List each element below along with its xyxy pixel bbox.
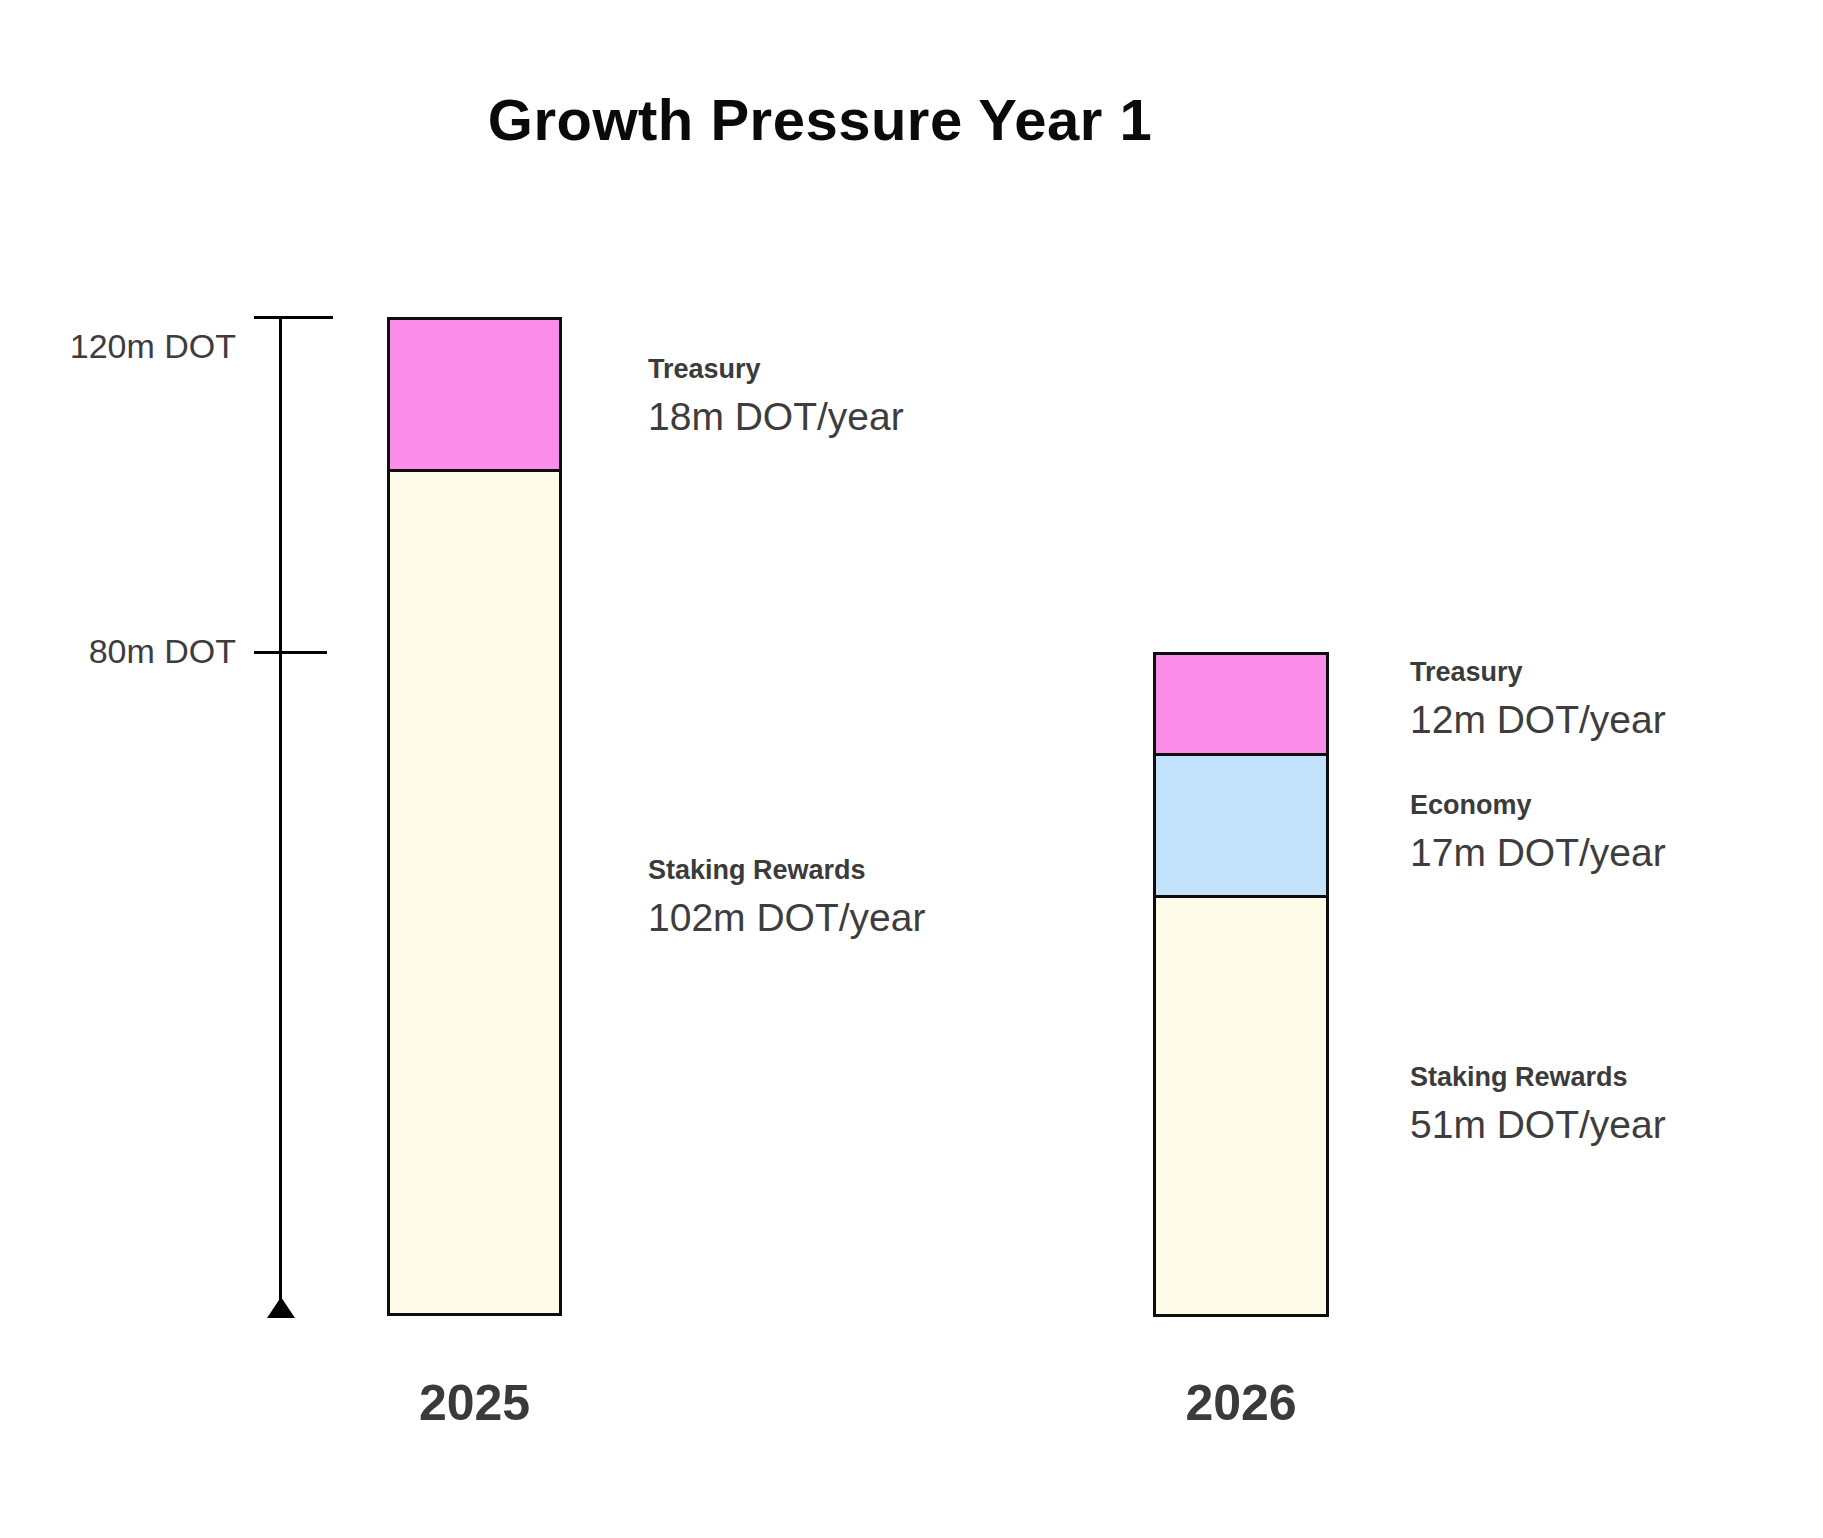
annotation-value: 102m DOT/year [648,895,925,941]
annotation-label: Treasury [648,352,904,386]
axis-label-80m: 80m DOT [0,632,236,671]
axis-tick-80m [254,651,327,654]
axis-arrow-down-icon [267,1297,295,1318]
axis-line [279,317,282,1301]
annotation-value: 51m DOT/year [1410,1102,1666,1148]
annotation-2025-staking-rewards: Staking Rewards 102m DOT/year [648,853,925,941]
bar-2026-segment-staking-rewards [1156,895,1326,1314]
annotation-label: Economy [1410,788,1666,822]
annotation-label: Treasury [1410,655,1666,689]
annotation-2025-treasury: Treasury 18m DOT/year [648,352,904,440]
annotation-label: Staking Rewards [648,853,925,887]
annotation-2026-staking-rewards: Staking Rewards 51m DOT/year [1410,1060,1666,1148]
bar-2026-segment-economy [1156,753,1326,895]
annotation-value: 17m DOT/year [1410,830,1666,876]
bar-2026-segment-treasury [1156,655,1326,753]
axis-label-120m: 120m DOT [0,327,236,366]
annotation-value: 12m DOT/year [1410,697,1666,743]
bar-2026 [1153,652,1329,1317]
x-axis-label-2025: 2025 [387,1374,562,1432]
axis-tick-120m [254,316,333,319]
annotation-value: 18m DOT/year [648,394,904,440]
annotation-2026-economy: Economy 17m DOT/year [1410,788,1666,876]
x-axis-label-2026: 2026 [1153,1374,1329,1432]
annotation-2026-treasury: Treasury 12m DOT/year [1410,655,1666,743]
annotation-label: Staking Rewards [1410,1060,1666,1094]
bar-2025-segment-treasury [390,320,559,469]
bar-2025 [387,317,562,1316]
bar-2025-segment-staking-rewards [390,469,559,1314]
chart-title: Growth Pressure Year 1 [0,86,1640,153]
